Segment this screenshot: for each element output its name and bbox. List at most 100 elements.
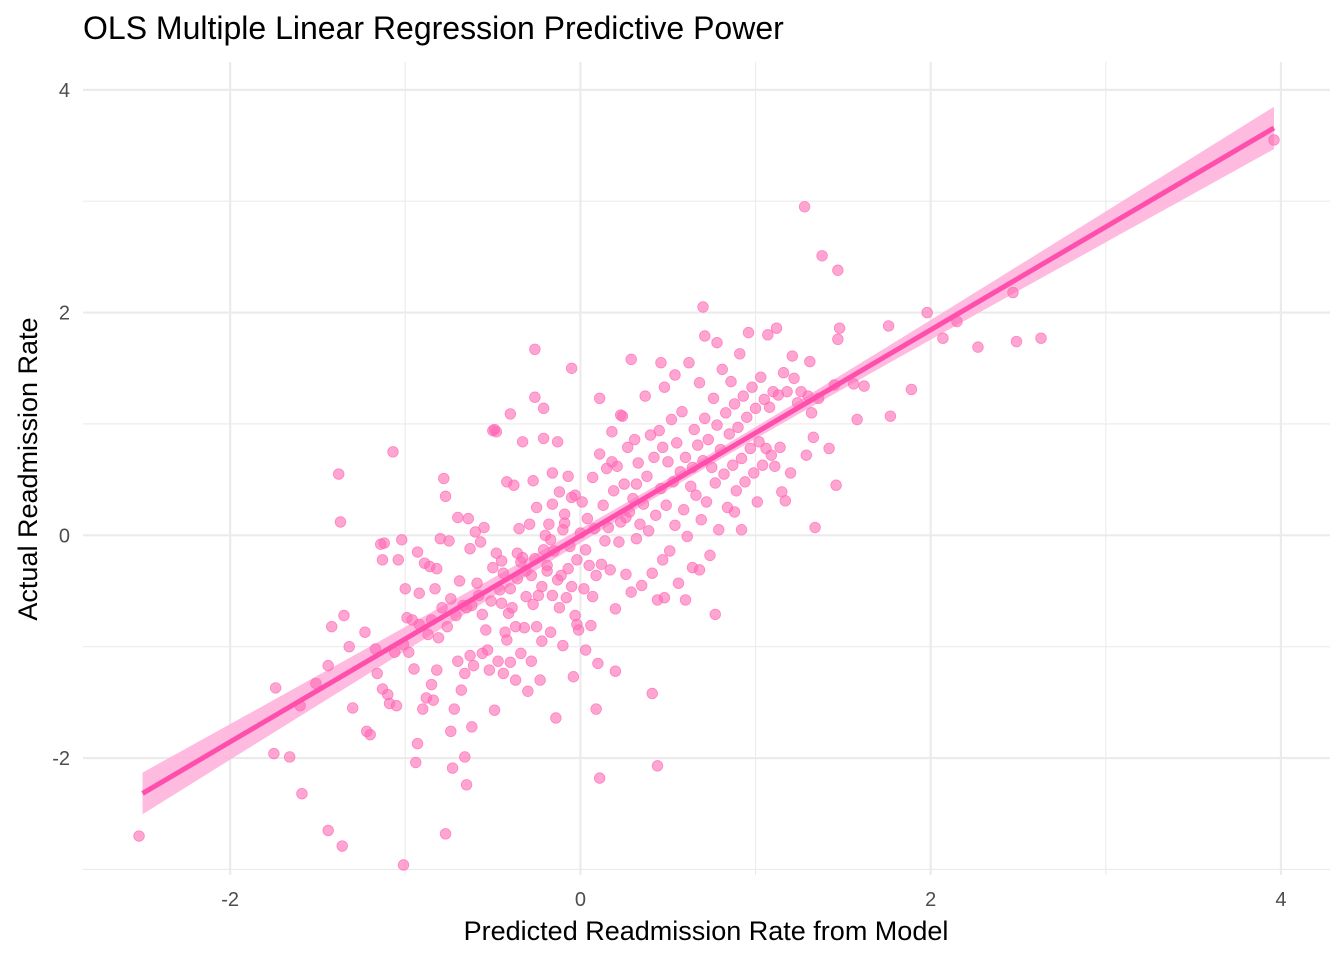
data-point: [858, 380, 870, 392]
data-point: [483, 664, 496, 676]
y-tick-label: 2: [59, 303, 70, 325]
data-point: [650, 509, 662, 521]
data-point: [371, 667, 383, 680]
data-point: [718, 468, 730, 480]
data-point: [557, 639, 569, 652]
data-point: [658, 381, 671, 393]
data-point: [410, 756, 422, 769]
data-point: [546, 498, 559, 510]
data-point: [513, 522, 525, 535]
data-point: [607, 485, 620, 497]
data-point: [269, 682, 282, 694]
data-point: [480, 624, 492, 636]
data-point: [364, 728, 376, 741]
data-point: [283, 751, 296, 763]
data-point: [536, 635, 548, 647]
data-point: [431, 664, 443, 676]
data-point: [586, 471, 599, 484]
data-point: [544, 534, 557, 546]
data-point: [669, 369, 681, 381]
data-point: [432, 632, 445, 644]
data-point: [777, 367, 790, 379]
data-point: [504, 583, 517, 595]
data-point: [798, 201, 811, 213]
x-tick-label: -2: [221, 889, 239, 911]
data-point: [807, 431, 820, 444]
data-point: [541, 565, 553, 577]
data-point: [620, 568, 632, 581]
data-point: [972, 341, 984, 353]
data-point: [709, 608, 721, 621]
data-point: [741, 411, 753, 423]
data-point: [571, 554, 583, 566]
data-point: [397, 859, 410, 871]
data-point: [565, 491, 578, 504]
y-axis-title: Actual Readmission Rate: [13, 317, 43, 620]
data-point: [586, 590, 599, 603]
data-point: [595, 558, 608, 570]
data-point: [676, 406, 688, 418]
data-point: [546, 589, 559, 602]
data-point: [1010, 335, 1023, 348]
data-point: [727, 459, 739, 471]
data-point: [692, 439, 704, 451]
data-point: [653, 424, 665, 437]
chart-title: OLS Multiple Linear Regression Predictiv…: [83, 10, 784, 46]
data-point: [774, 441, 786, 454]
data-point: [630, 478, 643, 490]
data-point: [579, 644, 592, 656]
data-point: [445, 593, 457, 605]
data-point: [487, 561, 499, 574]
data-point: [509, 674, 522, 686]
data-point: [788, 372, 800, 384]
data-point: [604, 564, 616, 576]
data-point: [683, 357, 695, 369]
data-point: [439, 490, 452, 503]
data-point: [753, 436, 765, 448]
data-point: [476, 608, 489, 621]
data-point: [546, 467, 559, 479]
data-point: [699, 412, 711, 425]
data-point: [403, 646, 415, 658]
data-point: [832, 264, 844, 276]
data-point: [671, 437, 683, 449]
data-point: [558, 517, 571, 529]
data-point: [565, 580, 578, 593]
data-point: [411, 737, 424, 750]
data-point: [585, 619, 597, 632]
data-point: [632, 457, 644, 469]
data-point: [800, 449, 813, 461]
data-point: [702, 433, 714, 446]
data-point: [937, 332, 949, 344]
data-point: [884, 410, 897, 422]
data-point: [590, 569, 602, 582]
data-point: [634, 518, 646, 530]
data-point: [378, 537, 390, 549]
data-point: [643, 525, 655, 537]
data-point: [436, 602, 448, 614]
data-point: [492, 655, 504, 667]
data-point: [445, 725, 457, 738]
data-point: [387, 446, 399, 458]
data-point: [657, 554, 669, 566]
data-point: [562, 470, 574, 483]
data-point: [748, 467, 760, 479]
data-point: [427, 694, 439, 706]
data-point: [562, 563, 574, 575]
data-point: [455, 684, 468, 696]
data-point: [713, 524, 725, 536]
data-point: [625, 353, 637, 366]
data-point: [697, 301, 709, 313]
data-point: [779, 495, 792, 507]
data-point: [639, 390, 651, 402]
data-point: [579, 544, 592, 556]
data-point: [474, 536, 487, 548]
data-point: [322, 824, 334, 837]
data-point: [630, 532, 643, 545]
data-point: [651, 760, 664, 772]
data-point: [804, 355, 816, 368]
data-point: [716, 363, 728, 376]
data-point: [133, 830, 145, 842]
data-point: [443, 535, 455, 547]
data-point: [699, 330, 711, 342]
